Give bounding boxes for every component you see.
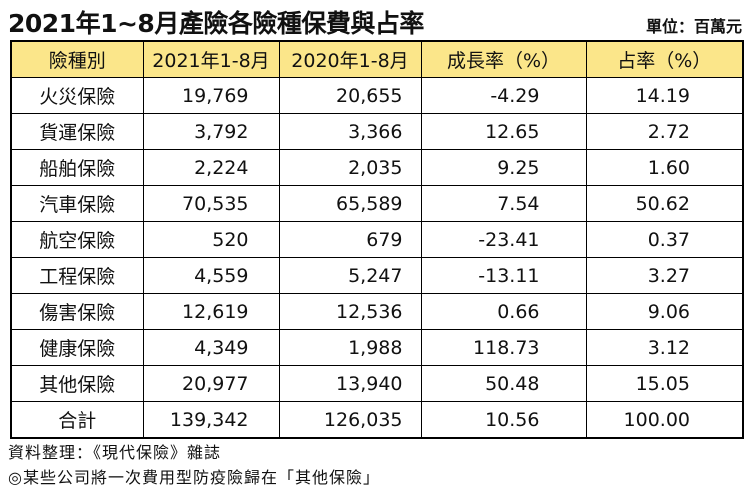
row-share: 3.12	[585, 329, 744, 366]
table-row: 其他保險 20,977 13,940 50.48 15.05	[10, 365, 744, 402]
row-growth: -4.29	[420, 77, 587, 114]
table-row: 船舶保險 2,224 2,035 9.25 1.60	[10, 149, 744, 186]
table-row: 汽車保險 70,535 65,589 7.54 50.62	[10, 185, 744, 222]
row-2020: 679	[278, 221, 422, 258]
row-share: 0.37	[585, 221, 744, 258]
total-2020: 126,035	[278, 401, 422, 439]
row-2021: 520	[142, 221, 280, 258]
row-2020: 5,247	[278, 257, 422, 294]
row-2020: 13,940	[278, 365, 422, 402]
header-category: 險種別	[10, 40, 144, 78]
table-row: 傷害保險 12,619 12,536 0.66 9.06	[10, 293, 744, 330]
total-growth: 10.56	[420, 401, 587, 439]
row-category: 傷害保險	[10, 293, 144, 330]
row-growth: 7.54	[420, 185, 587, 222]
table-total-row: 合計 139,342 126,035 10.56 100.00	[10, 401, 744, 439]
header-growth: 成長率（%）	[420, 40, 587, 78]
row-category: 其他保險	[10, 365, 144, 402]
table-header-row: 險種別 2021年1-8月 2020年1-8月 成長率（%） 占率（%）	[10, 40, 744, 78]
row-share: 9.06	[585, 293, 744, 330]
table-row: 工程保險 4,559 5,247 -13.11 3.27	[10, 257, 744, 294]
header-2021: 2021年1-8月	[142, 40, 280, 78]
row-share: 15.05	[585, 365, 744, 402]
unit-label: 單位：百萬元	[645, 17, 742, 36]
header-share: 占率（%）	[585, 40, 744, 78]
table-row: 火災保險 19,769 20,655 -4.29 14.19	[10, 77, 744, 114]
total-label: 合計	[10, 401, 144, 439]
table-row: 航空保險 520 679 -23.41 0.37	[10, 221, 744, 258]
page-title: 2021年1~8月產險各險種保費與占率	[8, 9, 424, 38]
table-row: 健康保險 4,349 1,988 118.73 3.12	[10, 329, 744, 366]
total-2021: 139,342	[142, 401, 280, 439]
row-2021: 4,559	[142, 257, 280, 294]
row-growth: 50.48	[420, 365, 587, 402]
row-share: 3.27	[585, 257, 744, 294]
row-category: 汽車保險	[10, 185, 144, 222]
row-2021: 2,224	[142, 149, 280, 186]
row-growth: 9.25	[420, 149, 587, 186]
row-growth: 0.66	[420, 293, 587, 330]
row-growth: 12.65	[420, 113, 587, 150]
row-2021: 12,619	[142, 293, 280, 330]
row-2020: 65,589	[278, 185, 422, 222]
row-2020: 3,366	[278, 113, 422, 150]
row-2020: 1,988	[278, 329, 422, 366]
row-growth: -13.11	[420, 257, 587, 294]
row-2021: 19,769	[142, 77, 280, 114]
row-share: 50.62	[585, 185, 744, 222]
row-category: 船舶保險	[10, 149, 144, 186]
row-2021: 70,535	[142, 185, 280, 222]
row-category: 健康保險	[10, 329, 144, 366]
table-row: 貨運保險 3,792 3,366 12.65 2.72	[10, 113, 744, 150]
header-2020: 2020年1-8月	[278, 40, 422, 78]
row-2021: 3,792	[142, 113, 280, 150]
premium-table: 險種別 2021年1-8月 2020年1-8月 成長率（%） 占率（%） 火災保…	[10, 40, 744, 439]
row-category: 工程保險	[10, 257, 144, 294]
row-category: 航空保險	[10, 221, 144, 258]
row-2020: 2,035	[278, 149, 422, 186]
source-note: 資料整理：《現代保險》雜誌	[8, 443, 222, 462]
row-share: 2.72	[585, 113, 744, 150]
row-share: 14.19	[585, 77, 744, 114]
row-2020: 12,536	[278, 293, 422, 330]
row-growth: -23.41	[420, 221, 587, 258]
row-2020: 20,655	[278, 77, 422, 114]
remark-note: ◎某些公司將一次費用型防疫險歸在「其他保險」	[8, 468, 380, 487]
row-category: 貨運保險	[10, 113, 144, 150]
row-growth: 118.73	[420, 329, 587, 366]
total-share: 100.00	[585, 401, 744, 439]
row-category: 火災保險	[10, 77, 144, 114]
row-share: 1.60	[585, 149, 744, 186]
footnotes: 資料整理：《現代保險》雜誌 ◎某些公司將一次費用型防疫險歸在「其他保險」	[8, 440, 380, 490]
row-2021: 20,977	[142, 365, 280, 402]
row-2021: 4,349	[142, 329, 280, 366]
